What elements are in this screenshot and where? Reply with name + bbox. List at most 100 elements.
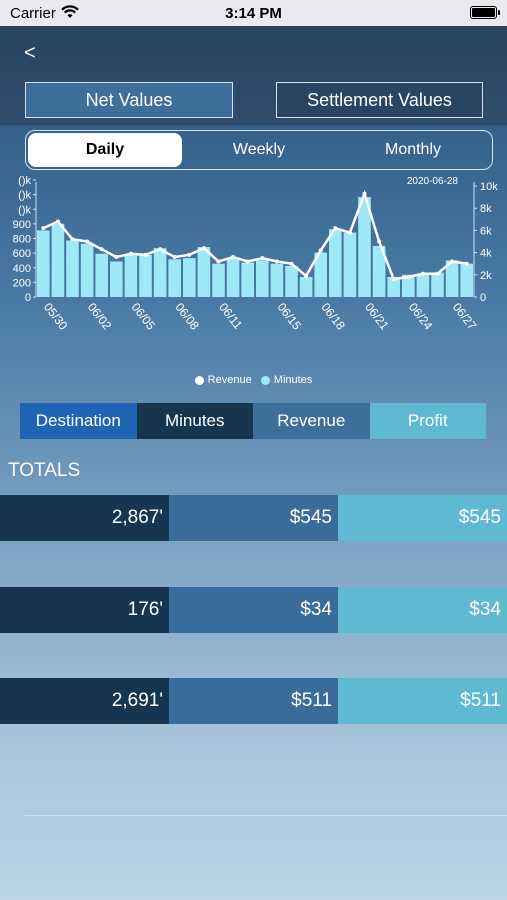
y-tick-label-left: 0 <box>25 292 31 304</box>
y-tick-label-right: 8k <box>480 203 492 215</box>
x-tick-label: 06/11 <box>216 300 245 332</box>
minutes-bar <box>387 277 400 297</box>
totals-heading: TOTALS <box>8 460 81 481</box>
revenue-point <box>347 230 352 235</box>
divider <box>25 815 507 816</box>
minutes-bar <box>153 248 167 297</box>
x-tick-label: 06/05 <box>129 300 159 333</box>
y-tick-label-left: 400 <box>13 263 31 275</box>
y-tick-label-left: 800 <box>13 234 31 246</box>
revenue-point <box>450 259 455 264</box>
minutes-legend-dot <box>260 375 270 385</box>
revenue-point <box>362 191 367 196</box>
revenue-point <box>187 252 192 257</box>
x-tick-label: 06/24 <box>406 300 436 333</box>
status-bar: Carrier 3:14 PM <box>0 0 507 26</box>
period-segmented-control: Daily Weekly Monthly <box>25 130 493 170</box>
y-tick-label-left: 900 <box>13 219 31 231</box>
tab-minutes[interactable]: Minutes <box>136 403 253 439</box>
minutes-bar <box>110 261 123 297</box>
minutes-bar <box>314 252 327 297</box>
minutes-bar <box>212 263 225 297</box>
minutes-bar <box>168 259 181 297</box>
revenue-point <box>420 271 425 276</box>
minutes-cell: 176' <box>0 587 169 633</box>
minutes-bar <box>402 274 415 297</box>
y-tick-label-right: 0 <box>480 292 486 304</box>
revenue-point <box>464 261 469 266</box>
column-tabs: Destination Minutes Revenue Profit <box>20 403 486 439</box>
revenue-point <box>158 247 163 252</box>
revenue-point <box>406 275 411 280</box>
table-row[interactable]: 2,691' $511 $511 <box>0 678 507 724</box>
period-weekly[interactable]: Weekly <box>232 141 286 158</box>
revenue-cell: $34 <box>169 587 338 633</box>
minutes-bar <box>139 254 152 297</box>
y-tick-label-right: 6k <box>480 225 492 237</box>
legend-minutes: Minutes <box>273 374 313 387</box>
wifi-icon <box>61 5 79 24</box>
revenue-point <box>333 226 338 231</box>
minutes-bar <box>95 253 108 297</box>
revenue-point <box>143 252 148 257</box>
minutes-cell: 2,867' <box>0 495 169 541</box>
x-tick-label: 06/15 <box>275 300 305 333</box>
tab-revenue[interactable]: Revenue <box>253 403 370 439</box>
y-tick-label-left: ()k <box>18 175 31 187</box>
table-row[interactable]: 176' $34 $34 <box>0 587 507 633</box>
minutes-bar <box>241 262 254 297</box>
period-monthly[interactable]: Monthly <box>384 141 442 158</box>
tab-destination[interactable]: Destination <box>20 403 137 439</box>
minutes-bar <box>445 260 459 297</box>
legend-revenue: Revenue <box>207 374 252 387</box>
revenue-point <box>274 259 279 264</box>
revenue-point <box>289 261 294 266</box>
chart-legend: Revenue Minutes <box>0 374 507 386</box>
x-tick-label: 06/08 <box>172 300 202 333</box>
revenue-point <box>318 248 323 253</box>
minutes-bar <box>358 197 371 297</box>
table-row[interactable]: 2,867' $545 $545 <box>0 495 507 541</box>
revenue-point <box>260 256 265 261</box>
minutes-bar <box>124 254 138 297</box>
revenue-point <box>41 226 46 231</box>
revenue-point <box>70 237 75 242</box>
profit-cell: $34 <box>338 587 507 633</box>
minutes-bar <box>226 258 240 297</box>
status-time: 3:14 PM <box>225 5 282 22</box>
minutes-bar <box>256 260 269 297</box>
revenue-point <box>377 239 382 244</box>
carrier-label: Carrier <box>10 5 56 22</box>
chart-date-label: 2020-06-28 <box>407 176 459 187</box>
minutes-bar <box>270 263 284 297</box>
x-tick-label: 06/02 <box>85 300 115 333</box>
daily-chart[interactable]: 0 200 400 600 800 900 ()k ()k ()k 0 2k 4k 6k 8k 10k 202… <box>0 172 507 372</box>
x-tick-label: 06/18 <box>318 300 348 333</box>
profit-cell: $545 <box>338 495 507 541</box>
revenue-point <box>201 246 206 251</box>
profit-cell: $511 <box>338 678 507 724</box>
y-tick-label-left: 600 <box>13 248 31 260</box>
minutes-bar <box>372 245 386 297</box>
y-tick-label-right: 10k <box>480 181 498 193</box>
minutes-bar <box>299 277 313 297</box>
minutes-bar <box>416 273 430 297</box>
revenue-point <box>216 259 221 264</box>
net-values-button[interactable]: Net Values <box>25 82 233 118</box>
revenue-point <box>245 259 250 264</box>
minutes-bar <box>285 265 298 297</box>
minutes-bar <box>183 258 196 297</box>
settlement-values-button[interactable]: Settlement Values <box>276 82 483 118</box>
minutes-cell: 2,691' <box>0 678 169 724</box>
period-daily[interactable]: Daily <box>28 133 182 167</box>
revenue-point <box>55 219 60 224</box>
minutes-bar <box>197 247 211 297</box>
y-tick-label-right: 4k <box>480 248 492 260</box>
minutes-bar <box>431 272 444 297</box>
tab-profit[interactable]: Profit <box>369 403 486 439</box>
revenue-point <box>231 255 236 260</box>
minutes-bar <box>37 230 50 297</box>
minutes-bar <box>66 240 79 297</box>
y-tick-label-left: ()k <box>18 204 31 216</box>
back-button[interactable]: < <box>24 42 36 64</box>
